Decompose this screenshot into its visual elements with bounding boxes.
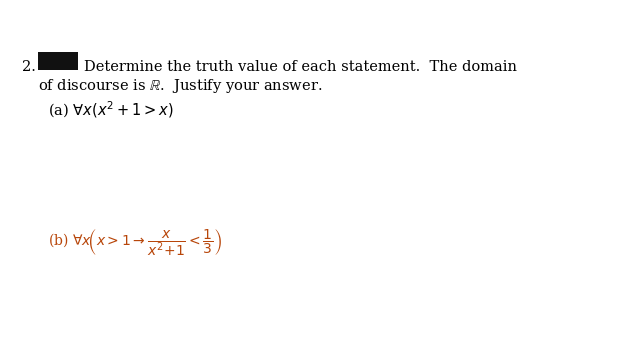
Text: Determine the truth value of each statement.  The domain: Determine the truth value of each statem…: [84, 60, 517, 74]
Text: of discourse is $\mathbb{R}$.  Justify your answer.: of discourse is $\mathbb{R}$. Justify yo…: [38, 77, 322, 95]
Text: (b) $\forall x\!\left(x > 1 \to \dfrac{x}{x^2\!+\!1} < \dfrac{1}{3}\right)$: (b) $\forall x\!\left(x > 1 \to \dfrac{x…: [48, 227, 222, 258]
Text: (a) $\forall x(x^2+1 > x)$: (a) $\forall x(x^2+1 > x)$: [48, 99, 174, 120]
Bar: [38, 52, 78, 70]
Text: 2.: 2.: [22, 60, 36, 74]
